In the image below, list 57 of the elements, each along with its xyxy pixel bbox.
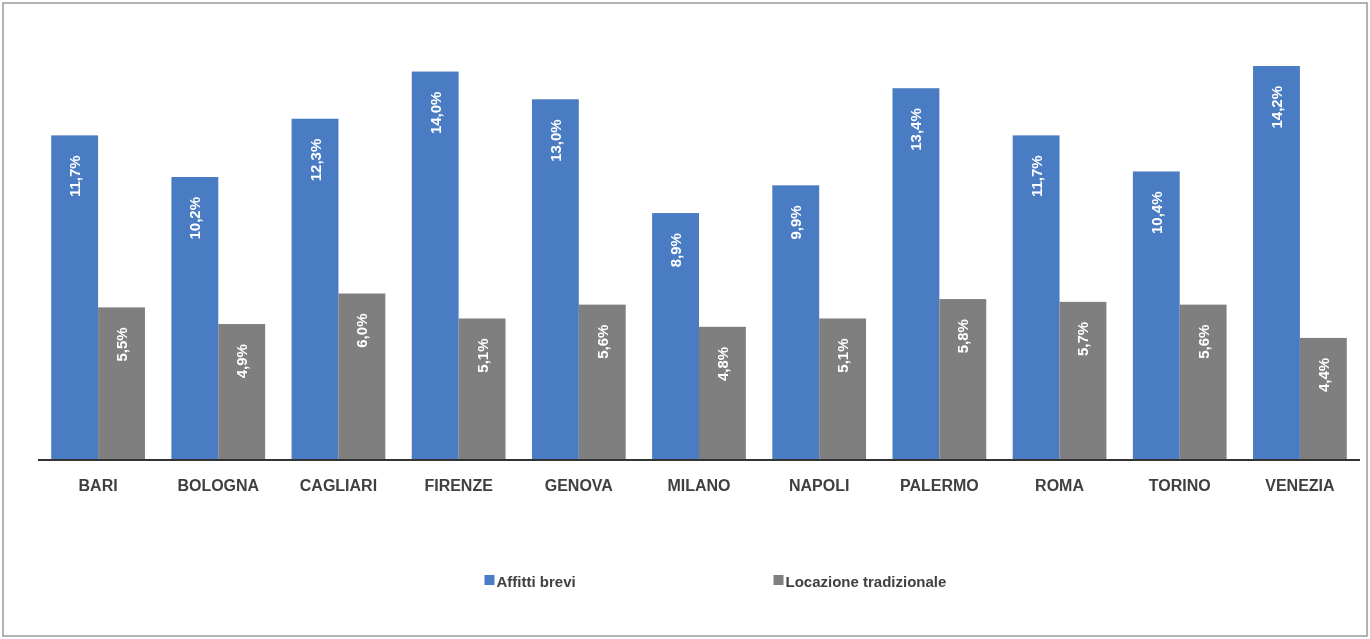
- data-label: 5,1%: [834, 338, 852, 373]
- data-label: 5,6%: [593, 324, 611, 359]
- data-label: 13,0%: [546, 119, 564, 162]
- bar: [652, 213, 699, 460]
- data-label: 4,8%: [713, 346, 731, 382]
- data-label: 4,4%: [1314, 357, 1332, 393]
- bar: [939, 299, 987, 460]
- data-label: 12,3%: [306, 138, 324, 182]
- bar: [1012, 135, 1060, 460]
- x-tick-label: FIRENZE: [424, 477, 494, 494]
- bar: [1179, 304, 1227, 460]
- data-label: 5,5%: [113, 327, 131, 362]
- bar: [578, 304, 626, 460]
- data-label: 14,0%: [426, 91, 444, 135]
- x-tick-label: BARI: [78, 477, 118, 494]
- bar: [699, 326, 746, 460]
- x-tick-label: BOLOGNA: [177, 477, 260, 494]
- bar: [1253, 66, 1300, 460]
- bar: [819, 318, 867, 460]
- bar: [772, 185, 820, 460]
- bar: [892, 88, 940, 460]
- bar: [1299, 337, 1347, 460]
- data-label: 5,6%: [1194, 324, 1212, 359]
- bar: [531, 99, 579, 460]
- x-tick-label: MILANO: [667, 477, 731, 494]
- data-label: 5,8%: [954, 319, 972, 354]
- bar: [1132, 171, 1180, 460]
- x-tick-label: NAPOLI: [788, 477, 850, 494]
- bar: [291, 118, 339, 460]
- data-label: 5,1%: [473, 338, 491, 373]
- data-label: 11,7%: [66, 155, 84, 198]
- data-label: 4,9%: [233, 344, 251, 379]
- bar: [411, 71, 459, 460]
- data-label: 6,0%: [353, 313, 371, 348]
- data-label: 5,7%: [1074, 321, 1092, 357]
- x-tick-label: PALERMO: [899, 477, 979, 494]
- data-label: 10,2%: [186, 196, 204, 240]
- bar: [1059, 301, 1107, 460]
- bar: [218, 324, 266, 460]
- data-label: 13,4%: [907, 108, 925, 151]
- data-label: 9,9%: [787, 205, 805, 240]
- legend-label: Affitti brevi: [496, 572, 576, 590]
- data-label: 11,7%: [1027, 155, 1045, 198]
- bar: [171, 176, 219, 460]
- x-tick-label: ROMA: [1035, 477, 1085, 494]
- x-tick-label: GENOVA: [544, 477, 614, 494]
- data-label: 10,4%: [1147, 191, 1165, 234]
- bar: [338, 293, 386, 460]
- data-label: 8,9%: [667, 233, 685, 268]
- bar: [458, 318, 506, 460]
- legend-label: Locazione tradizionale: [785, 572, 947, 590]
- bar: [51, 135, 99, 460]
- x-tick-label: CAGLIARI: [299, 477, 378, 494]
- x-tick-label: VENEZIA: [1265, 477, 1336, 494]
- bar: [98, 307, 145, 460]
- data-label: 14,2%: [1267, 86, 1285, 129]
- x-tick-label: TORINO: [1148, 477, 1211, 494]
